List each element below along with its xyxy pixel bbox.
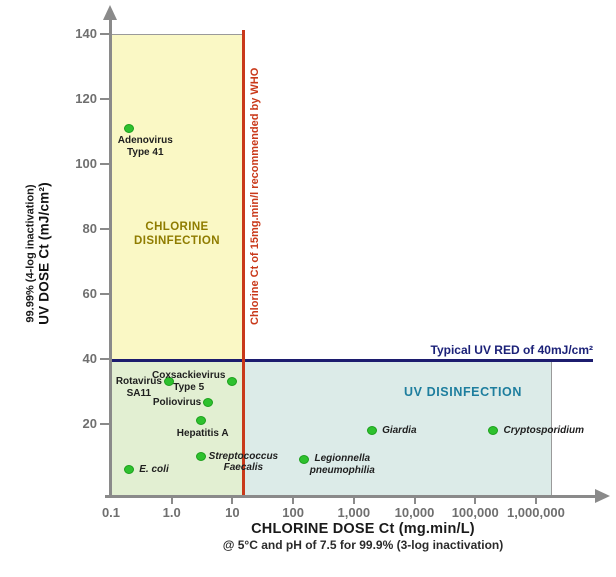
data-point-hepatitis-a — [195, 416, 206, 426]
data-point-cryptosporidium — [488, 426, 499, 435]
x-tick-mark — [352, 498, 355, 504]
y-axis-title-line1: 99.99% (4-log inactivation) — [24, 184, 37, 323]
data-point-label-hepatitis-a: Hepatitis A — [176, 427, 229, 439]
data-point-giardia — [367, 426, 378, 435]
x-tick-label: 100 — [282, 505, 304, 520]
chlorine-disinfection-label: CHLORINE DISINFECTION — [107, 220, 247, 249]
x-axis-subtitle: @ 5°C and pH of 7.5 for 99.9% (3-log ina… — [222, 538, 504, 552]
data-point-label-rotavirus-sa11: Rotavirus SA11 — [115, 375, 162, 399]
y-tick-mark — [100, 33, 109, 35]
x-tick-label: 1.0 — [162, 505, 181, 520]
y-tick-label: 60 — [82, 286, 97, 301]
y-tick-mark — [100, 228, 109, 230]
x-tick-mark — [231, 498, 234, 504]
data-point-adenovirus-type-41 — [124, 123, 135, 133]
y-tick-mark — [100, 293, 109, 295]
x-tick-mark — [474, 498, 477, 504]
uv-red-40-reference-line — [111, 359, 593, 362]
data-point-label-adenovirus-type-41: Adenovirus Type 41 — [117, 135, 173, 159]
data-point-label-e-coli: E. coli — [139, 463, 169, 475]
data-point-e-coli — [124, 465, 135, 474]
data-point-streptococcus-faecalis — [195, 452, 206, 461]
overlap-region — [112, 359, 244, 496]
x-tick-mark — [292, 498, 295, 504]
x-tick-mark — [413, 498, 416, 504]
x-tick-label: 10 — [225, 505, 240, 520]
who-chlorine-ct-label: Chlorine Ct of 15mg.min/l recommended by… — [249, 67, 261, 325]
typical-uv-red-label: Typical UV RED of 40mJ/cm² — [430, 343, 594, 357]
x-tick-label: 0.1 — [101, 505, 121, 520]
x-axis-title-block: CHLORINE DOSE Ct (mg.min/L) @ 5°C and pH… — [183, 521, 543, 552]
y-tick-mark — [100, 423, 109, 425]
y-axis-arrow-icon — [103, 5, 117, 20]
data-point-label-cryptosporidium: Cryptosporidium — [503, 424, 585, 436]
y-tick-label: 80 — [82, 221, 97, 236]
data-point-poliovirus — [203, 398, 214, 408]
x-tick-label: 100,000 — [451, 505, 499, 520]
x-axis-arrow-icon — [595, 489, 610, 503]
data-point-label-poliovirus: Poliovirus — [152, 396, 202, 408]
y-tick-mark — [100, 163, 109, 165]
data-point-label-legionnella-pneumophilia: Legionnella pneumophilia — [309, 452, 375, 476]
x-tick-mark — [170, 498, 173, 504]
x-tick-mark — [534, 498, 537, 504]
data-point-label-giardia: Giardia — [382, 424, 417, 436]
uv-disinfection-region — [243, 359, 552, 496]
y-tick-mark — [100, 98, 109, 100]
y-tick-label: 40 — [82, 351, 97, 366]
data-point-coxsackievirus-type-5 — [227, 377, 238, 387]
x-axis-title: CHLORINE DOSE Ct (mg.min/L) — [251, 521, 475, 537]
data-point-label-coxsackievirus-type-5: Coxsackievirus Type 5 — [152, 369, 226, 393]
y-tick-label: 100 — [75, 156, 97, 171]
y-axis-title: 99.99% (4-log inactivation) UV DOSE Ct (… — [25, 144, 52, 364]
chlorine-label-line1: CHLORINE — [145, 221, 209, 233]
x-axis-line — [105, 495, 597, 498]
uv-disinfection-label: UV DISINFECTION — [403, 385, 523, 399]
y-tick-mark — [100, 358, 109, 360]
y-axis-line — [109, 16, 112, 497]
x-tick-label: 10,000 — [394, 505, 435, 520]
y-axis-title-line2: UV DOSE Ct (mJ/cm²) — [36, 182, 52, 325]
y-tick-label: 20 — [82, 416, 97, 431]
y-tick-label: 120 — [75, 91, 97, 106]
data-point-rotavirus-sa11 — [163, 377, 174, 387]
x-tick-label: 1,000,000 — [506, 505, 565, 520]
y-tick-label: 140 — [75, 26, 97, 41]
data-point-label-streptococcus-faecalis: Streptococcus Faecalis — [208, 450, 279, 474]
who-chlorine-ct-reference-line — [242, 30, 246, 496]
data-point-legionnella-pneumophilia — [298, 455, 309, 465]
x-tick-label: 1,000 — [337, 505, 371, 520]
chlorine-label-line2: DISINFECTION — [134, 235, 220, 248]
